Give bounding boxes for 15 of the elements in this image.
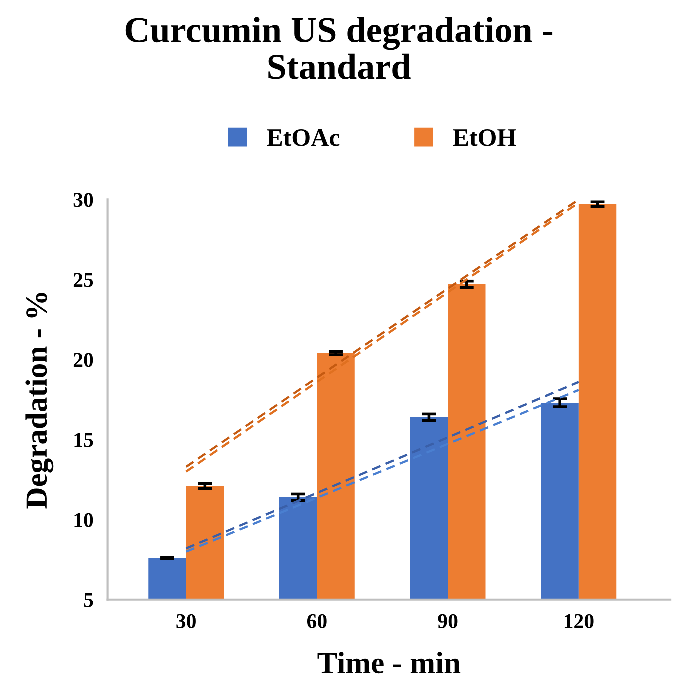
y-tick-label: 25 — [74, 273, 94, 288]
y-axis-title: Degradation - % — [26, 293, 54, 509]
y-tick-label: 15 — [74, 433, 94, 448]
y-tick-label: 10 — [74, 513, 94, 528]
x-axis-title: Time - min — [318, 652, 461, 674]
y-tick-label: 5 — [84, 593, 94, 608]
legend-label: EtOH — [453, 129, 516, 146]
legend-label: EtOAc — [267, 129, 340, 146]
x-tick-label: 90 — [438, 614, 458, 628]
x-tick-label: 30 — [176, 614, 196, 628]
y-tick-label: 20 — [74, 353, 94, 368]
y-tick-label: 30 — [74, 193, 94, 208]
x-tick-label: 120 — [564, 614, 594, 628]
chart-title: Curcumin US degradation - Standard — [126, 17, 553, 80]
x-tick-label: 60 — [307, 614, 327, 628]
